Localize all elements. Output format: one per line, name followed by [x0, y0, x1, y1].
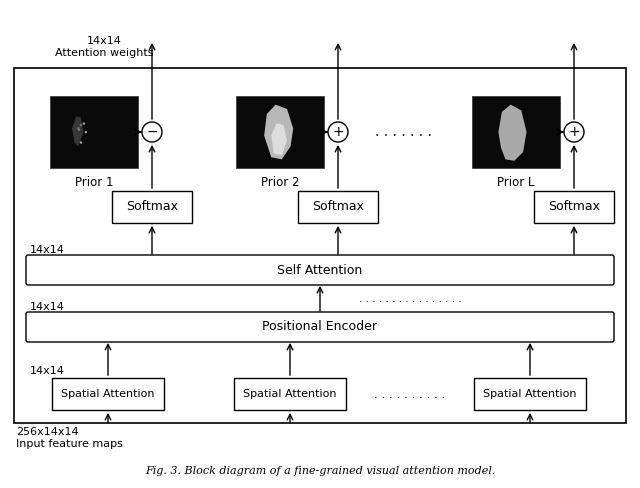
Text: Prior 2: Prior 2	[260, 176, 300, 189]
Text: Fig. 3. Block diagram of a fine-grained visual attention model.: Fig. 3. Block diagram of a fine-grained …	[145, 466, 495, 476]
Bar	[474, 378, 586, 410]
Bar	[534, 191, 614, 223]
Circle shape	[77, 128, 80, 131]
Polygon shape	[271, 123, 287, 155]
Text: +: +	[568, 125, 580, 139]
Circle shape	[77, 127, 79, 130]
Circle shape	[80, 124, 82, 126]
FancyBboxPatch shape	[26, 255, 614, 285]
Text: Softmax: Softmax	[126, 201, 178, 214]
Bar	[472, 96, 560, 168]
Text: 14x14: 14x14	[30, 245, 65, 255]
Polygon shape	[264, 104, 293, 160]
Text: . . . . . . . . . . . . . . . .: . . . . . . . . . . . . . . . .	[358, 293, 461, 304]
Text: Prior L: Prior L	[497, 176, 535, 189]
Text: 14x14: 14x14	[30, 302, 65, 312]
FancyBboxPatch shape	[26, 312, 614, 342]
Bar	[50, 96, 138, 168]
Circle shape	[84, 131, 87, 133]
Text: Positional Encoder: Positional Encoder	[262, 321, 378, 333]
Text: −: −	[146, 125, 158, 139]
Text: Self Attention: Self Attention	[277, 264, 363, 277]
Bar	[298, 191, 378, 223]
Text: . . . . . . . . . .: . . . . . . . . . .	[374, 387, 445, 401]
Bar	[52, 378, 164, 410]
Text: Spatial Attention: Spatial Attention	[243, 389, 337, 399]
Bar	[14, 68, 626, 423]
Bar	[234, 378, 346, 410]
Text: Spatial Attention: Spatial Attention	[483, 389, 577, 399]
Text: Prior 1: Prior 1	[75, 176, 113, 189]
Bar	[236, 96, 324, 168]
Text: 256x14x14
Input feature maps: 256x14x14 Input feature maps	[16, 427, 123, 448]
Text: 14x14
Attention weights: 14x14 Attention weights	[55, 37, 153, 58]
Text: Spatial Attention: Spatial Attention	[61, 389, 155, 399]
Polygon shape	[72, 116, 83, 146]
Bar	[112, 191, 192, 223]
Text: 14x14: 14x14	[30, 366, 65, 376]
Text: . . . . . . .: . . . . . . .	[374, 125, 431, 139]
Circle shape	[79, 141, 82, 143]
Text: +: +	[332, 125, 344, 139]
Text: Softmax: Softmax	[548, 201, 600, 214]
Circle shape	[83, 122, 85, 125]
Text: Softmax: Softmax	[312, 201, 364, 214]
Polygon shape	[499, 104, 527, 161]
